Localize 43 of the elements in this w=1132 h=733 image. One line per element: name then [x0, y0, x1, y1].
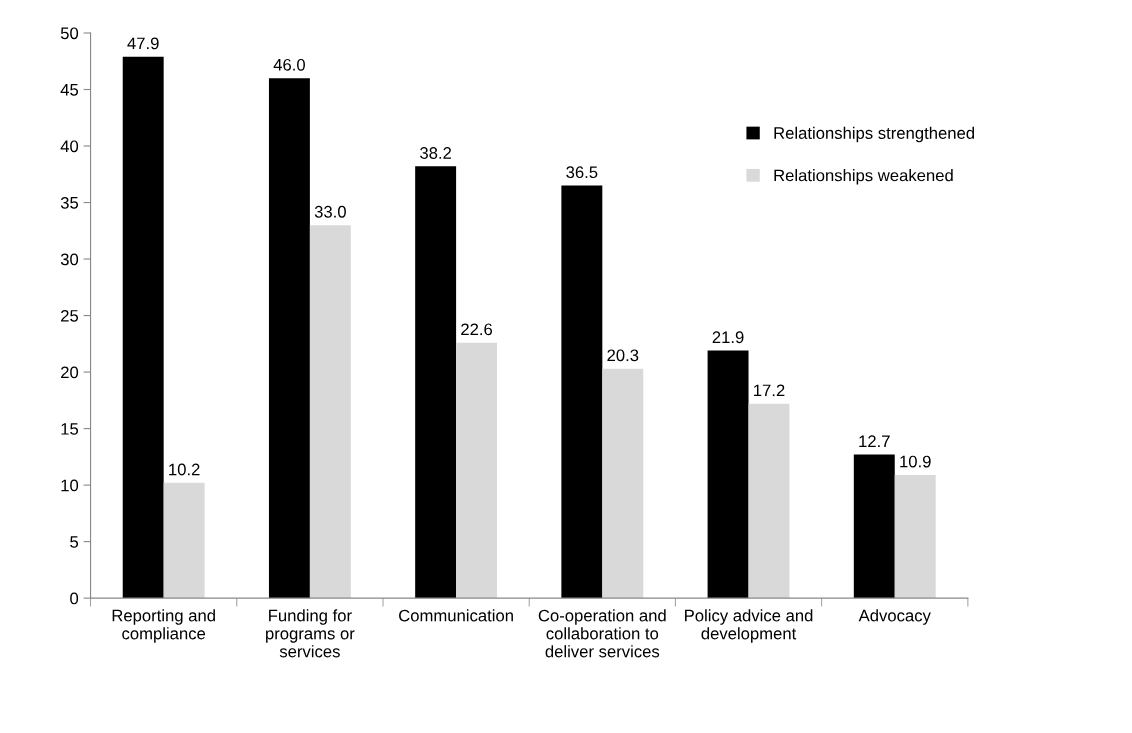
bar: [561, 185, 603, 599]
x-tick-label: Advocacy: [858, 609, 931, 625]
x-tick-label: Policy advice and development: [685, 609, 813, 643]
data-label: 22.6: [461, 323, 493, 336]
bar: [707, 350, 749, 599]
data-label: 10.2: [169, 463, 200, 476]
y-tick-label: 45: [60, 84, 79, 96]
bar: [894, 474, 936, 599]
bar: [268, 78, 310, 599]
y-tick-label: 25: [61, 309, 79, 322]
bar: [748, 403, 790, 599]
x-tick-label: Communication: [399, 609, 513, 622]
bar: [602, 368, 644, 599]
bar: [415, 166, 457, 599]
bar: [309, 225, 351, 599]
y-tick-label: 10: [61, 479, 79, 492]
data-label: 17.2: [754, 384, 785, 397]
y-tick-label: 15: [61, 423, 79, 435]
y-tick-label: 35: [60, 196, 79, 209]
y-tick-label: 20: [61, 366, 79, 379]
bar: [456, 342, 498, 599]
y-tick-label: 30: [60, 253, 79, 266]
x-tick-label: Reporting and compliance: [112, 609, 215, 643]
x-tick-label: Funding for programs or services: [266, 609, 355, 658]
data-label: 21.9: [712, 331, 744, 344]
data-label: 36.5: [566, 166, 598, 179]
data-label: 12.7: [859, 435, 890, 447]
y-tick-label: 40: [60, 140, 79, 153]
data-label: 20.3: [607, 349, 639, 362]
y-tick-label: 50: [60, 27, 79, 40]
bar: [853, 454, 895, 599]
legend-label: Relationships weakened: [774, 169, 953, 185]
y-tick-label: 5: [70, 536, 79, 548]
data-label: 46.0: [273, 58, 305, 71]
bar: [163, 482, 205, 599]
bar: [122, 56, 164, 599]
legend-label: Relationships strengthened: [774, 126, 975, 143]
x-tick-label: Co-operation and collaboration to deliver services: [538, 609, 666, 658]
data-label: 38.2: [420, 147, 452, 159]
data-label: 10.9: [900, 455, 931, 468]
y-tick-label: 0: [70, 592, 79, 605]
data-label: 47.9: [127, 37, 159, 50]
data-label: 33.0: [314, 205, 346, 218]
